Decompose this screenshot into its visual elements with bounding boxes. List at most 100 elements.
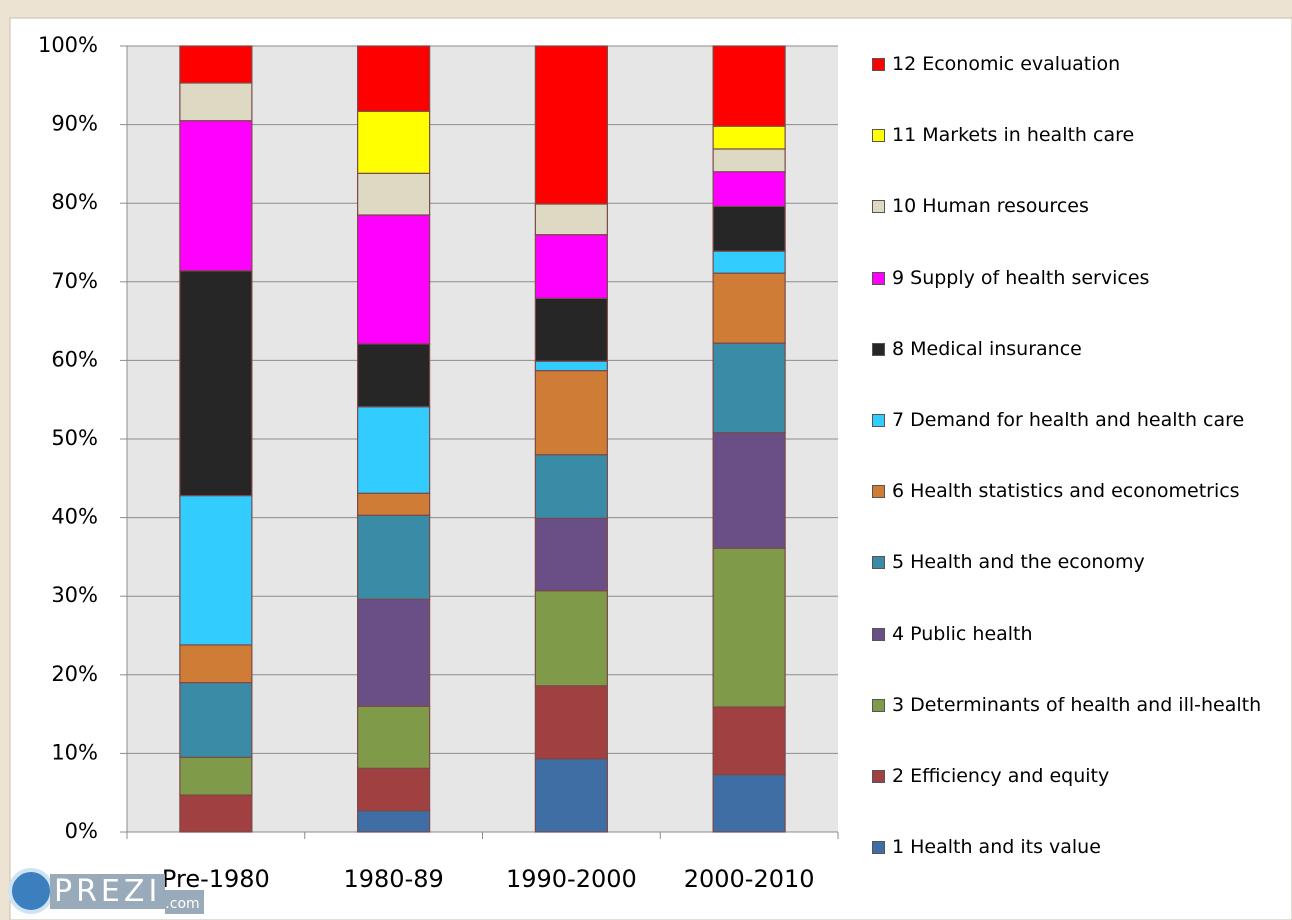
bar-segment	[712, 205, 786, 252]
legend-item: 11 Markets in health care	[872, 121, 1292, 150]
bar-segment	[712, 706, 786, 776]
legend-label: 11 Markets in health care	[892, 124, 1135, 147]
bar-segment	[357, 705, 431, 769]
legend-swatch	[872, 129, 885, 143]
bar-segment	[712, 250, 786, 274]
bar-segment	[357, 45, 431, 112]
legend-label: 6 Health statistics and econometrics	[892, 480, 1240, 503]
bar-segment	[179, 494, 253, 646]
bar-segment	[534, 45, 608, 205]
watermark-logo	[8, 868, 54, 914]
y-tick-label: 100%	[38, 33, 98, 57]
legend-item: 4 Public health	[872, 620, 1292, 649]
legend-item: 12 Economic evaluation	[872, 50, 1292, 79]
bar-segment	[712, 125, 786, 150]
bar-segment	[534, 203, 608, 236]
x-tick-label: 2000-2010	[684, 865, 815, 893]
legend-item: 9 Supply of health services	[872, 264, 1292, 293]
y-tick-label: 0%	[65, 819, 98, 843]
bar-segment	[357, 598, 431, 707]
legend-swatch	[872, 414, 885, 427]
bar-segment	[712, 432, 786, 549]
legend-label: 4 Public health	[892, 622, 1033, 645]
legend-swatch	[872, 342, 885, 356]
bar-segment	[357, 343, 431, 408]
legend-swatch	[872, 556, 885, 570]
y-tick-label: 20%	[51, 662, 98, 686]
bar-segment	[179, 756, 253, 796]
bar-segment	[712, 272, 786, 344]
legend-label: 10 Human resources	[892, 195, 1089, 218]
bar-segment	[534, 297, 608, 362]
bar-segment	[179, 794, 253, 833]
legend-item: 2 Efficiency and equity	[872, 762, 1292, 791]
bar-segment	[179, 120, 253, 272]
bar-segment	[179, 45, 253, 84]
legend-item: 5 Health and the economy	[872, 548, 1292, 577]
legend-label: 12 Economic evaluation	[892, 53, 1121, 75]
legend-swatch	[872, 485, 885, 499]
bar-segment	[534, 517, 608, 592]
y-tick-label: 60%	[51, 347, 98, 371]
bar-segment	[534, 758, 608, 833]
legend-item: 10 Human resources	[872, 192, 1292, 221]
bar-segment	[357, 514, 431, 600]
bar-segment	[712, 547, 786, 708]
legend-item: 6 Health statistics and econometrics	[872, 477, 1292, 506]
legend-label: 1 Health and its value	[892, 836, 1101, 859]
x-tick-label: 1990-2000	[506, 865, 637, 893]
y-tick-label: 70%	[51, 269, 98, 293]
bar-segment	[357, 810, 431, 833]
legend-label: 2 Efficiency and equity	[892, 765, 1110, 787]
y-tick-label: 50%	[51, 426, 98, 450]
bar-segment	[534, 360, 608, 372]
bar-segment	[534, 370, 608, 456]
bar-segment	[179, 682, 253, 758]
watermark-text: PREZI	[50, 873, 166, 909]
legend-label: 3 Determinants of health and ill-health	[892, 693, 1262, 716]
bar-segment	[712, 45, 786, 127]
legend-item: 8 Medical insurance	[872, 335, 1292, 364]
bar-segment	[357, 406, 431, 494]
legend-swatch	[872, 271, 885, 285]
bar-segment	[712, 342, 786, 434]
bar-segment	[179, 82, 253, 122]
y-tick-label: 90%	[51, 112, 98, 136]
watermark-suffix: .com	[165, 890, 204, 914]
legend-item: 7 Demand for health and health care	[872, 406, 1292, 435]
bar-segment	[357, 492, 431, 516]
legend-swatch	[872, 770, 885, 783]
bar-segment	[712, 171, 786, 207]
bar-segment	[712, 774, 786, 833]
legend-label: 5 Health and the economy	[892, 551, 1145, 574]
y-tick-label: 30%	[51, 583, 98, 607]
bar-segment	[357, 214, 431, 345]
y-tick-label: 10%	[51, 740, 98, 764]
bar-segment	[179, 270, 253, 497]
y-tick-label: 80%	[51, 190, 98, 214]
legend-label: 9 Supply of health services	[892, 266, 1150, 289]
legend-swatch	[872, 841, 885, 855]
legend-swatch	[872, 627, 885, 641]
bar-segment	[357, 110, 431, 174]
legend-swatch	[872, 200, 885, 214]
bar-segment	[179, 644, 253, 684]
y-tick-label: 40%	[51, 505, 98, 529]
legend-item: 3 Determinants of health and ill-health	[872, 691, 1292, 720]
legend-item: 1 Health and its value	[872, 833, 1292, 862]
bar-segment	[712, 148, 786, 173]
bar-segment	[534, 685, 608, 760]
legend-swatch	[872, 698, 885, 712]
legend-label: 7 Demand for health and health care	[892, 409, 1245, 431]
x-tick-label: 1980-89	[343, 865, 443, 893]
bar-segment	[357, 767, 431, 812]
legend-label: 8 Medical insurance	[892, 337, 1082, 360]
bar-segment	[534, 454, 608, 519]
x-tick-label: Pre-1980	[162, 865, 270, 893]
watermark: PREZI .com	[8, 868, 204, 914]
legend-swatch	[872, 58, 885, 71]
bar-segment	[357, 172, 431, 216]
bar-segment	[534, 234, 608, 299]
